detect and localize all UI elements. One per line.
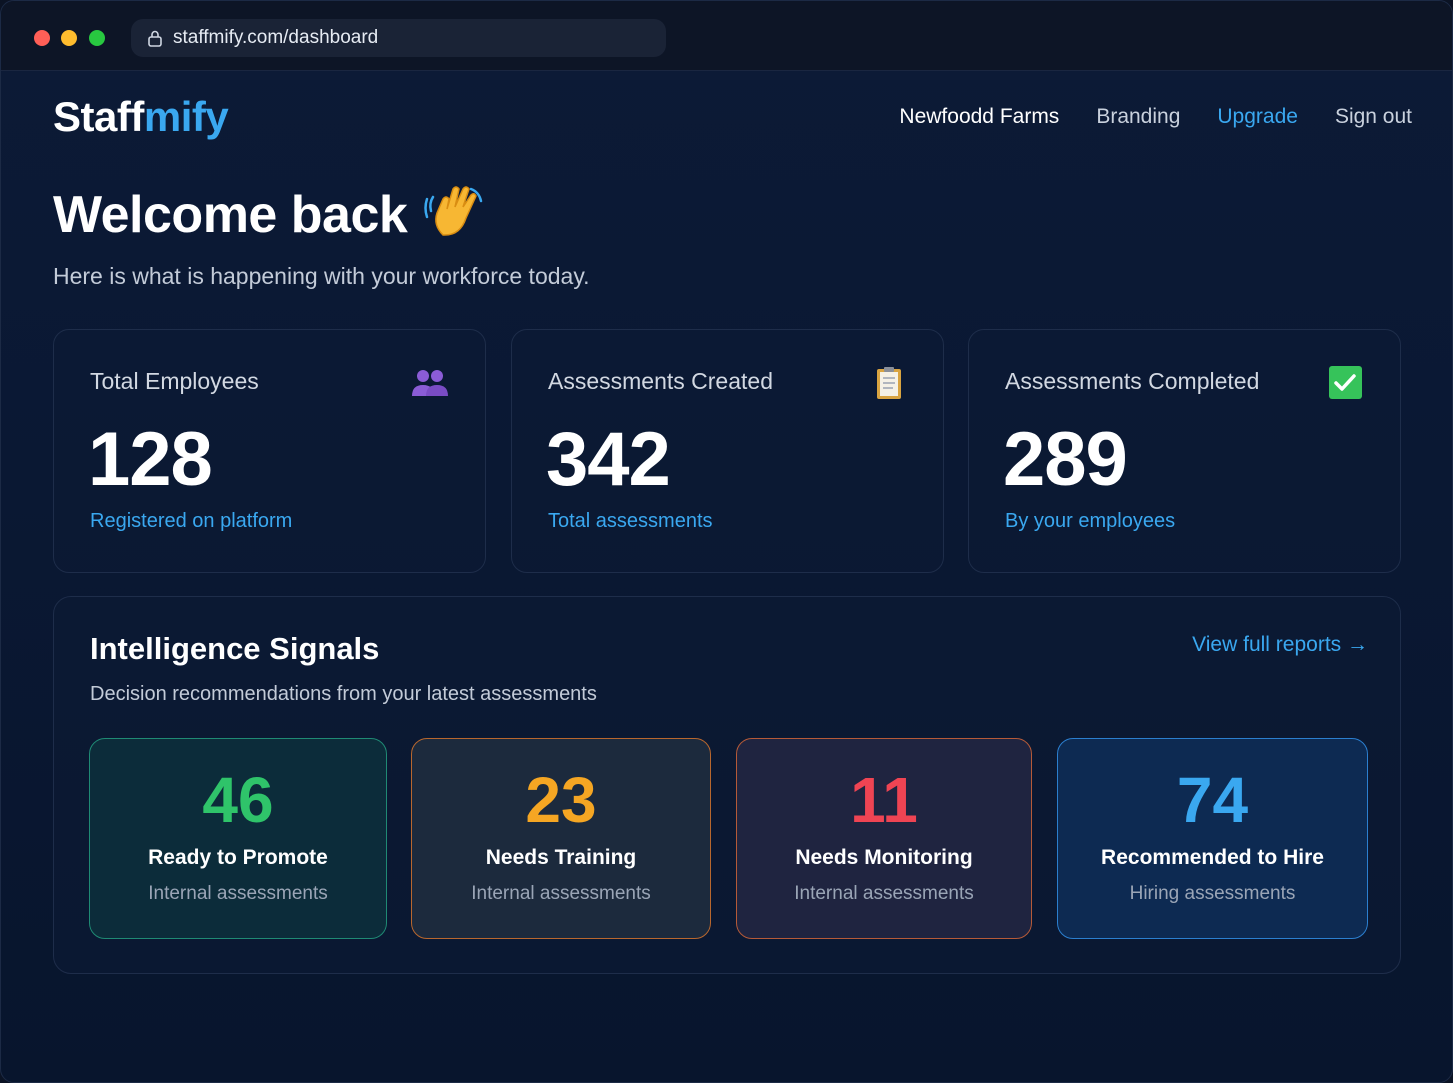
nav-org-link[interactable]: Newfoodd Farms [899, 105, 1060, 128]
stat-card-total-employees: Total Employees 128 Registered on platfo… [53, 329, 486, 573]
signal-tile-needs-monitoring[interactable]: 11 Needs Monitoring Internal assessments [736, 738, 1032, 939]
top-nav: Staffmify Newfoodd Farms Branding Upgrad… [53, 91, 1412, 143]
address-bar[interactable]: staffmify.com/dashboard [131, 19, 666, 57]
signal-sub: Internal assessments [794, 883, 974, 904]
stat-sub: Total assessments [548, 510, 713, 532]
nav-links: Newfoodd Farms Branding Upgrade Sign out [899, 105, 1412, 129]
stat-value: 342 [546, 417, 671, 502]
view-full-reports-link[interactable]: View full reports → [1192, 633, 1368, 656]
url-text: staffmify.com/dashboard [173, 27, 379, 48]
signal-label: Recommended to Hire [1101, 846, 1324, 869]
stat-card-assessments-created: Assessments Created 342 Total assessment… [511, 329, 944, 573]
signal-value: 11 [850, 764, 918, 836]
signal-sub: Hiring assessments [1129, 883, 1296, 904]
stat-label: Assessments Completed [1005, 368, 1260, 394]
signal-tile-ready-to-promote[interactable]: 46 Ready to Promote Internal assessments [89, 738, 387, 939]
welcome-title: Welcome back [53, 186, 408, 244]
signal-value: 23 [525, 764, 597, 836]
signal-tile-recommended-to-hire[interactable]: 74 Recommended to Hire Hiring assessment… [1057, 738, 1368, 939]
stat-sub: Registered on platform [90, 510, 293, 532]
close-window-button[interactable] [34, 30, 50, 46]
signal-sub: Internal assessments [148, 883, 328, 904]
brand-logo-part2: mify [143, 93, 229, 140]
clipboard-icon [877, 367, 901, 399]
minimize-window-button[interactable] [61, 30, 77, 46]
intelligence-signals-panel: Intelligence Signals Decision recommenda… [53, 596, 1401, 974]
people-icon [412, 370, 448, 396]
brand-logo[interactable]: Staffmify [53, 93, 229, 141]
signal-value: 46 [202, 764, 274, 836]
checkmark-icon [1329, 366, 1362, 399]
signal-tile-needs-training[interactable]: 23 Needs Training Internal assessments [411, 738, 711, 939]
stat-value: 128 [88, 417, 213, 502]
lock-icon [148, 30, 162, 47]
stat-card-assessments-completed: Assessments Completed 289 By your employ… [968, 329, 1401, 573]
signal-sub: Internal assessments [471, 883, 651, 904]
browser-titlebar: staffmify.com/dashboard [1, 1, 1452, 71]
page-title: Welcome back [53, 183, 487, 247]
waving-hand-icon [424, 186, 483, 236]
section-title: Intelligence Signals [90, 631, 380, 666]
stat-value: 289 [1003, 417, 1128, 502]
stat-label: Total Employees [90, 368, 259, 394]
nav-signout-link[interactable]: Sign out [1334, 105, 1412, 128]
signal-label: Needs Monitoring [795, 846, 973, 869]
nav-branding-link[interactable]: Branding [1096, 105, 1181, 128]
page-subtitle: Here is what is happening with your work… [53, 263, 590, 289]
stat-sub: By your employees [1005, 510, 1176, 532]
brand-logo-part1: Staff [53, 93, 144, 140]
signal-label: Ready to Promote [148, 846, 328, 869]
section-subtitle: Decision recommendations from your lates… [90, 683, 597, 705]
signal-label: Needs Training [485, 846, 637, 869]
signal-value: 74 [1176, 764, 1249, 836]
maximize-window-button[interactable] [89, 30, 105, 46]
nav-upgrade-link[interactable]: Upgrade [1217, 105, 1298, 128]
stat-label: Assessments Created [548, 368, 773, 394]
